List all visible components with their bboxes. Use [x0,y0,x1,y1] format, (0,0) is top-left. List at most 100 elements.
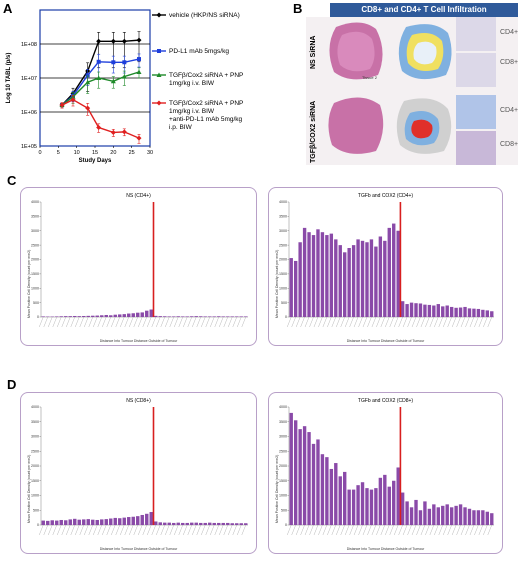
x-category-tick [43,524,48,536]
x-category-tick [349,316,354,328]
histogram-bar [190,316,194,317]
histogram-bar [176,522,180,525]
x-category-tick [353,316,359,328]
x-category-tick [48,524,53,536]
histogram-bar [163,522,167,525]
histogram-bar [208,316,212,317]
data-point [85,73,90,78]
y-tick-label: 1000 [31,494,39,498]
x-category-tick [183,524,188,536]
x-category-tick [232,316,237,328]
y-tick-label: 4000 [31,405,39,409]
y-tick-label: 500 [281,301,287,305]
histogram-bar [476,510,481,525]
histogram-bar [95,315,99,317]
histogram-bar [194,522,198,525]
histogram-bar [307,232,311,317]
y-tick-label: 1500 [31,479,39,483]
x-category-tick [219,524,224,536]
histogram-card-c-tgfb: TGFb and COX2 (CD4+) Mean Positive Cell … [268,187,503,346]
x-category-tick [460,316,466,328]
histogram-bar [490,513,494,525]
histogram-bar [405,501,409,525]
x-category-tick [178,316,183,328]
y-tick-label: 1E+05 [21,144,37,150]
histogram-bar [476,308,481,317]
y-tick-label: 3000 [279,229,287,233]
histogram-bar [307,432,311,525]
y-tick-label: 2500 [279,449,287,453]
series-line [61,98,140,139]
x-category-tick [178,524,183,536]
y-tick-label: 0 [37,523,39,527]
histogram-bar [82,519,86,525]
x-category-tick [57,316,62,328]
histogram-bar [334,463,338,525]
histogram-bar [140,514,144,525]
histogram-bar [400,301,405,317]
data-point [59,102,65,108]
histogram-bar [145,310,149,317]
histogram-bar [360,482,365,525]
x-category-tick [340,316,345,328]
histogram-bar [113,314,117,317]
histogram-bar [383,240,387,317]
x-category-tick [402,524,408,536]
x-category-tick [124,524,129,536]
y-tick-label: 2500 [31,449,39,453]
histogram-bar [221,316,225,317]
x-category-tick [358,524,363,536]
data-point [137,57,141,62]
x-category-tick [88,524,93,536]
x-category-tick [331,316,336,328]
x-category-tick [214,316,219,328]
histogram-bar [230,523,234,525]
x-category-tick [322,316,328,328]
x-category-tick [443,316,448,328]
cd8-label-row2: CD8+ [500,141,519,148]
tissue-caption: Tissue 2 [362,75,377,80]
histogram-bar [427,508,432,525]
panel-c-letter: C [7,173,17,188]
histogram-bar [351,245,356,317]
histogram-bar [167,522,171,525]
histogram-bar [343,252,347,317]
histogram-xlabel: Distance Into Tumour Distance Outside of… [99,339,178,343]
x-category-tick [456,316,461,328]
histogram-bar [467,508,472,525]
x-category-tick [57,524,62,536]
histogram-bar [73,315,77,317]
x-category-tick [97,316,102,328]
histogram-bar [298,429,302,525]
histogram-bar [122,517,126,525]
histogram-bar [302,227,307,317]
histogram-bar [378,477,383,525]
histogram-bar [239,523,243,525]
histogram-bar [172,316,176,317]
x-category-tick [398,524,403,536]
x-category-tick [52,524,57,536]
histogram-bar [369,489,374,525]
x-category-tick [214,524,219,536]
legend-label: TGFβ/Cox2 siRNA + PNP 1mg/kg i.v. BIW [169,72,243,87]
histogram-bar [127,517,131,525]
data-point [96,59,101,64]
histogram-bar [131,516,135,525]
x-category-tick [129,316,134,328]
y-tick-label: 1E+06 [21,110,37,116]
histogram-bar [244,316,248,317]
histogram-bar [490,311,494,317]
x-category-tick [380,316,385,328]
histogram-bar [217,316,221,317]
histogram-bar [235,316,239,317]
x-tick-label: 30 [147,150,153,156]
histogram-bar [302,426,307,525]
histogram-bar [50,520,54,525]
histogram-bar [136,312,140,317]
data-point [136,135,142,141]
histogram-bar [149,309,153,317]
x-category-tick [313,524,319,536]
data-point [85,105,91,111]
histogram-bar [86,519,90,525]
histogram-bar [235,523,239,525]
